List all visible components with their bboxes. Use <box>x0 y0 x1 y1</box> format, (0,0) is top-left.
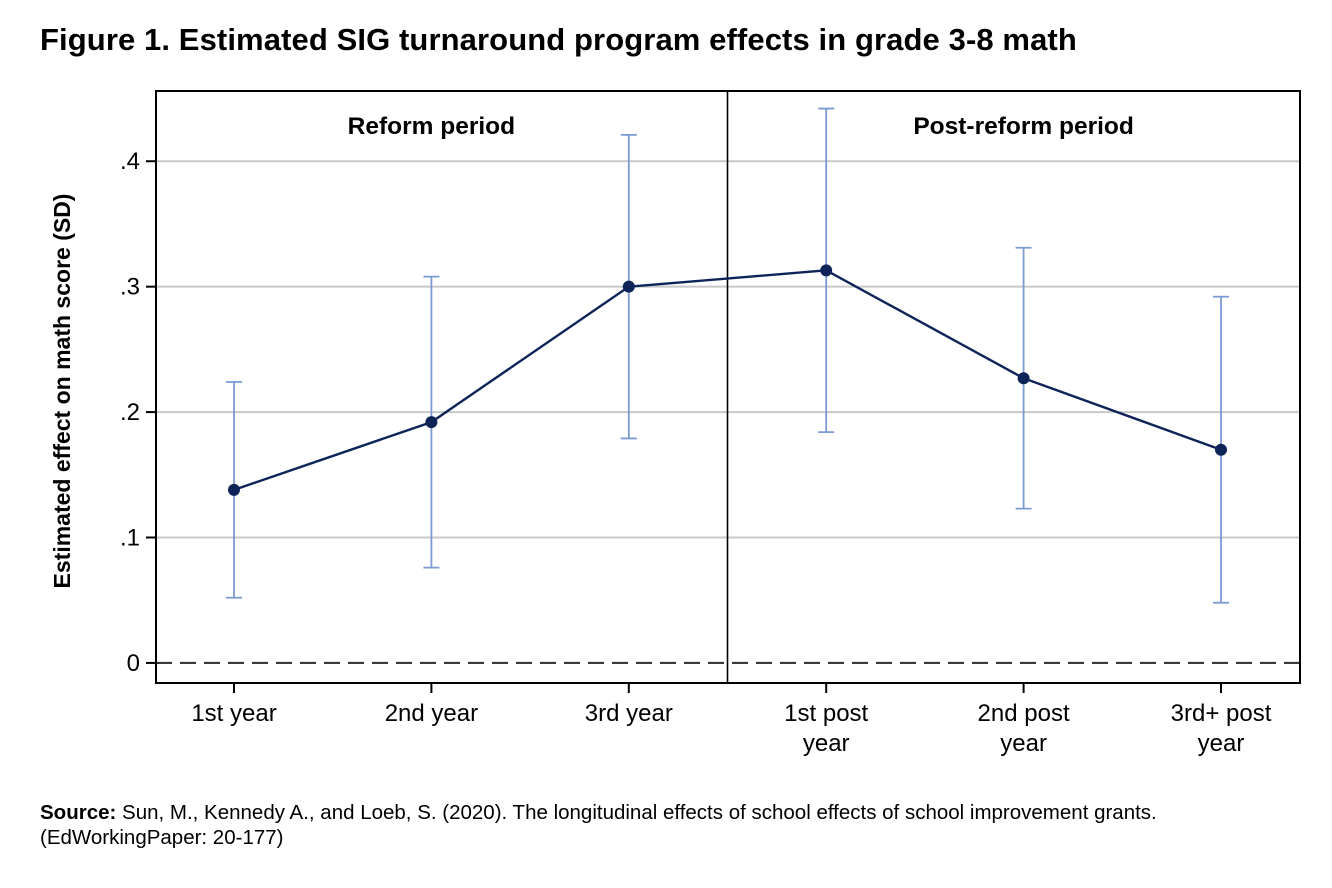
x-tick-label: 1st year <box>191 700 276 727</box>
plot-frame <box>155 90 1301 684</box>
data-point <box>425 416 438 429</box>
data-point <box>1017 372 1030 385</box>
y-tick-label: 0 <box>127 650 140 677</box>
period-label: Post-reform period <box>913 113 1134 140</box>
data-point <box>820 264 833 277</box>
x-tick-label: 3rd year <box>585 700 673 727</box>
data-point <box>1215 443 1227 456</box>
x-tick-label: 2nd year <box>385 700 478 727</box>
x-tick-label: year <box>1198 730 1245 757</box>
x-axis: 1st year 2nd year 3rd year 1st post year 2nd … <box>191 683 1272 757</box>
source-label: Source: <box>40 801 117 824</box>
series-line <box>233 269 1222 491</box>
y-axis-label: Estimated effect on math score (SD) <box>49 194 75 589</box>
source-text: Sun, M., Kennedy A., and Loeb, S. (2020)… <box>40 801 1157 849</box>
y-tick-label: .3 <box>120 274 140 301</box>
figure-title: Figure 1. Estimated SIG turnaround progr… <box>40 22 1077 57</box>
data-points <box>228 264 1227 496</box>
y-tick-label: .2 <box>120 399 140 426</box>
x-tick-label: year <box>803 730 850 757</box>
chart: 0 .1 .2 .3 .4 1st year 2nd year 3rd year 1st po… <box>49 90 1301 757</box>
period-labels: Reform period Post-reform period <box>348 113 1134 140</box>
y-tick-label: .1 <box>120 525 140 552</box>
y-axis: 0 .1 .2 .3 .4 <box>120 148 156 677</box>
x-tick-label: year <box>1000 730 1047 757</box>
x-tick-label: 1st post <box>784 700 868 727</box>
source-note: Source: Sun, M., Kennedy A., and Loeb, S… <box>40 800 1325 850</box>
period-label: Reform period <box>348 113 515 140</box>
data-point <box>228 483 240 496</box>
data-point <box>622 280 635 293</box>
x-tick-label: 2nd post <box>978 700 1070 727</box>
y-tick-label: .4 <box>120 148 140 175</box>
x-tick-label: 3rd+ post <box>1171 700 1272 727</box>
